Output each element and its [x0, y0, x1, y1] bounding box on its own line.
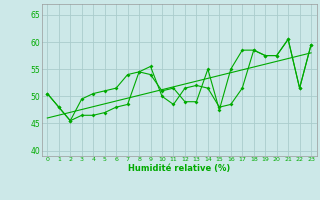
- X-axis label: Humidité relative (%): Humidité relative (%): [128, 164, 230, 173]
